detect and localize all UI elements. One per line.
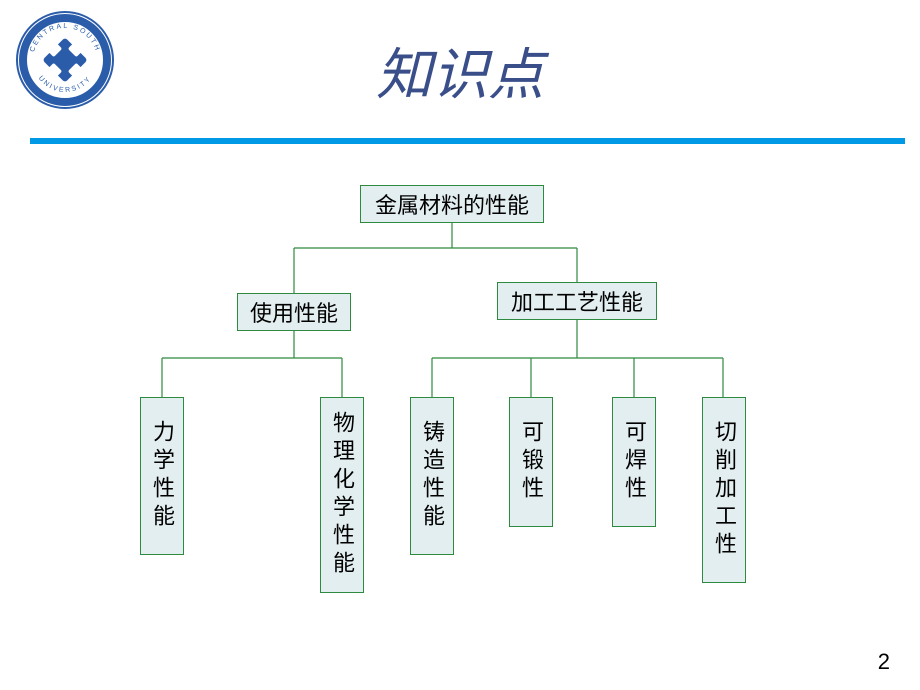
- tree-connectors: [0, 0, 920, 690]
- tree-node-l2-0: 使用性能: [237, 293, 351, 331]
- tree-node-leaf-5: 切削加工性: [702, 397, 746, 583]
- tree-node-leaf-4: 可焊性: [612, 397, 656, 527]
- tree-node-root: 金属材料的性能: [360, 185, 544, 223]
- page-number: 2: [878, 649, 890, 675]
- tree-node-l2-1: 加工工艺性能: [497, 282, 657, 320]
- tree-node-leaf-0: 力学性能: [140, 397, 184, 555]
- tree-node-leaf-2: 铸造性能: [410, 397, 454, 555]
- tree-node-leaf-3: 可锻性: [509, 397, 553, 527]
- tree-node-leaf-1: 物理化学性能: [320, 397, 364, 593]
